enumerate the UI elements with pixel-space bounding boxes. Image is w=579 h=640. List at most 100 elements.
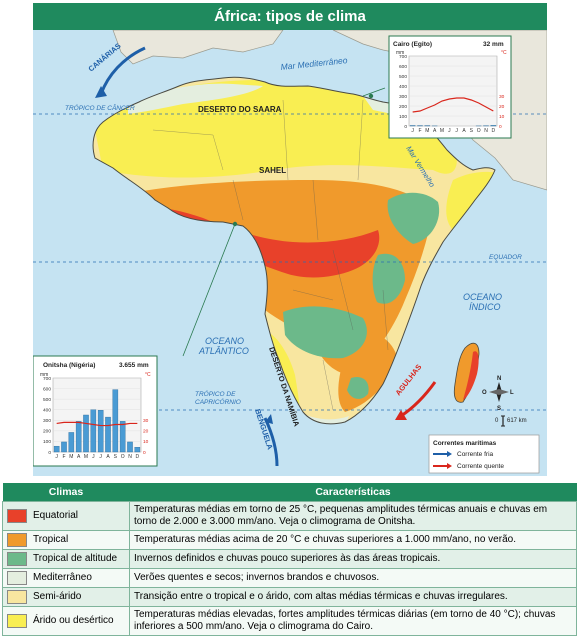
climogram-month-label: O	[121, 454, 125, 460]
climate-arid-sahara	[93, 79, 457, 178]
climate-name: Tropical	[33, 534, 69, 545]
climogram-month-label: J	[55, 454, 58, 460]
climogram-mm-tick: 200	[43, 429, 51, 435]
currents-legend: Correntes marítimas Corrente fria Corren…	[428, 434, 540, 474]
currents-legend-title: Correntes marítimas	[433, 440, 497, 447]
climogram-precip-bar	[75, 421, 82, 453]
label-sahel: SAHEL	[259, 166, 286, 175]
swatch-altitude	[7, 552, 27, 566]
climogram-month-label: A	[77, 454, 81, 460]
climogram-month-label: A	[106, 454, 110, 460]
label-atlantic-1: OCEANO	[205, 336, 244, 346]
climogram-month-label: J	[455, 128, 458, 134]
legend-row-semi-arid: Semi-árido Transição entre o tropical e …	[2, 587, 577, 607]
climogram-precip-bar	[97, 410, 104, 453]
climate-description: Transição entre o tropical e o árido, co…	[129, 587, 577, 607]
legend-header-climas: Climas	[2, 483, 130, 502]
climogram-precip-bar	[119, 421, 126, 453]
climate-description: Temperaturas médias elevadas, fortes amp…	[129, 606, 577, 636]
climogram-mm-tick: 200	[399, 104, 407, 110]
climate-description: Verões quentes e secos; invernos brandos…	[129, 568, 577, 588]
legend-row-tropical-altitude: Tropical de altitude Invernos definidos …	[2, 549, 577, 569]
label-atlantic-2: ATLÂNTICO	[198, 346, 249, 356]
climogram-mm-tick: 500	[43, 397, 51, 403]
climogram-mm-tick: 300	[399, 94, 407, 100]
onitsha-pointer-line	[182, 223, 236, 357]
climogram-month-label: A	[433, 128, 437, 134]
climogram-plot-bg	[408, 55, 498, 127]
climogram-c-unit: °C	[145, 372, 151, 378]
climogram-precip-bar	[105, 416, 111, 453]
climogram-precip-bar	[53, 445, 60, 453]
climogram-precip-bar	[409, 125, 416, 127]
scale-bar: 0 617 km	[495, 415, 527, 427]
climogram-temperature-line	[56, 421, 138, 427]
climogram-mm-tick: 700	[399, 54, 407, 60]
climate-description: Temperaturas médias acima de 20 °C e chu…	[129, 530, 577, 550]
legend-header-row: Climas Características	[2, 483, 577, 502]
climogram-c-tick: 10	[143, 439, 149, 445]
cairo-total-precip: 32 mm	[483, 41, 504, 48]
map-title: África: tipos de clima	[33, 3, 547, 30]
cairo-pointer-line	[362, 87, 386, 97]
climogram-c-tick: 0	[143, 450, 146, 456]
climogram-precip-bar	[68, 432, 75, 453]
swatch-tropical	[7, 533, 27, 547]
climogram-mm-tick: 400	[43, 408, 51, 414]
climogram-precip-bar	[90, 409, 97, 453]
climogram-c-tick: 20	[499, 104, 505, 110]
climogram-mm-tick: 100	[43, 439, 51, 445]
climogram-mm-tick: 600	[399, 64, 407, 70]
onitsha-climogram: Onitsha (Nigéria) 3.655 mm mm °C 700 600 500…	[33, 355, 158, 467]
legend-row-arid: Árido ou desértico Temperaturas médias e…	[2, 606, 577, 636]
africa-coastline	[92, 76, 496, 425]
agulhas-arrowhead-icon	[395, 410, 407, 420]
climogram-precip-bar	[83, 414, 89, 453]
climate-description: Invernos definidos e chuvas pouco superi…	[129, 549, 577, 569]
climogram-month-label: J	[92, 454, 95, 460]
climogram-mm-tick: 300	[43, 418, 51, 424]
climogram-month-label: J	[411, 128, 414, 134]
cairo-marker	[368, 93, 374, 99]
legend-climate-cell: Árido ou desértico	[2, 606, 130, 636]
climate-altitude-drakensberg	[347, 376, 369, 399]
swatch-equatorial	[7, 509, 27, 523]
climogram-month-label: M	[440, 128, 444, 134]
climogram-precip-bar	[61, 441, 67, 453]
onitsha-title: Onitsha (Nigéria)	[43, 362, 95, 369]
label-indian-2: ÍNDICO	[469, 302, 501, 312]
compass-l: L	[510, 390, 514, 396]
climogram-mm-tick: 0	[48, 450, 51, 456]
climate-description: Temperaturas médias em torno de 25 °C, p…	[129, 501, 577, 531]
swatch-mediterranean	[7, 571, 27, 585]
climogram-c-tick: 30	[499, 94, 505, 100]
climate-name: Equatorial	[33, 510, 79, 521]
cold-current-arrow-icon	[447, 451, 452, 457]
warm-current-label: Corrente quente	[457, 463, 504, 470]
swatch-arid	[7, 614, 27, 628]
climogram-c-tick: 30	[143, 418, 149, 424]
climogram-month-label: M	[84, 454, 88, 460]
climate-altitude-ethiopia	[387, 192, 440, 244]
label-indian-1: OCEANO	[463, 292, 502, 302]
label-tropic-capricorn-2: CAPRICÓRNIO	[195, 397, 241, 406]
legend-row-mediterranean: Mediterrâneo Verões quentes e secos; inv…	[2, 568, 577, 588]
climogram-c-tick: 10	[499, 114, 505, 120]
legend-climate-cell: Mediterrâneo	[2, 568, 130, 588]
cairo-title: Cairo (Egito)	[393, 41, 432, 48]
climogram-mm-tick: 600	[43, 386, 51, 392]
cairo-climogram: Cairo (Egito) 32 mm mm °C7006005004003002…	[388, 35, 512, 139]
climate-altitude-south	[283, 306, 367, 359]
climogram-month-label: D	[492, 128, 496, 134]
onitsha-total-precip: 3.655 mm	[119, 362, 149, 369]
climogram-month-label: N	[128, 454, 132, 460]
label-equator: EQUADOR	[489, 254, 522, 261]
legend-climate-cell: Tropical	[2, 530, 130, 550]
climogram-month-label: J	[99, 454, 102, 460]
climogram-month-label: A	[462, 128, 466, 134]
compass-n: N	[497, 376, 501, 382]
compass-needle-ow	[489, 389, 509, 395]
